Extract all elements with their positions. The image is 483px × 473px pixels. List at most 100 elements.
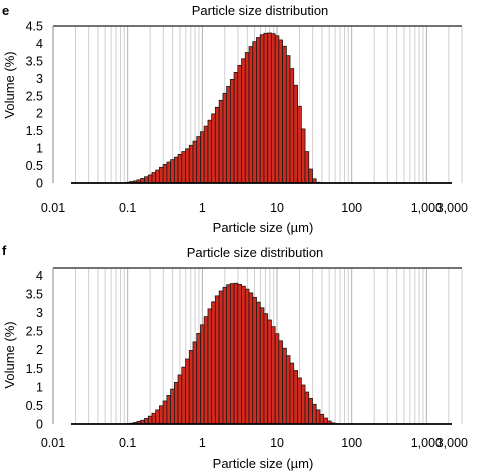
bar: [170, 388, 175, 425]
axes-e: [52, 25, 462, 184]
y-tick-label: 2: [36, 107, 43, 121]
bar: [155, 409, 160, 425]
bar: [282, 45, 287, 184]
bar: [315, 409, 321, 425]
bar: [226, 284, 231, 425]
bar: [278, 39, 283, 184]
y-tick-label: 0.5: [26, 159, 43, 173]
x-tick-label: 1,000: [411, 436, 442, 450]
bars-f: [125, 282, 340, 425]
bar: [248, 292, 254, 425]
x-tick-label: 1,000: [411, 201, 442, 215]
bar: [181, 366, 186, 425]
bar: [308, 397, 313, 425]
bar: [192, 341, 198, 425]
y-tick-label: 2.5: [26, 325, 43, 339]
bar: [237, 283, 242, 425]
x-tick-label: 0.1: [119, 436, 136, 450]
bar: [319, 413, 325, 425]
y-tick-label: 0: [36, 177, 43, 191]
bar: [173, 381, 179, 425]
bar: [304, 151, 310, 184]
x-tick-label: 0.01: [41, 436, 65, 450]
y-axis-label-e: Volume (%): [2, 51, 17, 118]
bar: [151, 172, 157, 184]
bar: [173, 156, 179, 184]
bar: [147, 415, 153, 425]
bar: [159, 405, 164, 425]
chart-title-f: Particle size distribution: [187, 245, 324, 260]
bar: [293, 370, 298, 425]
bar: [211, 301, 216, 425]
bar: [185, 358, 190, 425]
bar: [312, 403, 317, 425]
y-tick-label: 4: [36, 37, 43, 51]
panel-label-f: f: [2, 243, 7, 258]
bar: [274, 333, 280, 425]
x-axis-label-e: Particle size (µm): [213, 220, 314, 235]
x-tick-label: 1: [199, 201, 206, 215]
bar: [144, 176, 149, 184]
bar: [218, 99, 224, 184]
bar: [289, 68, 295, 184]
bar: [170, 159, 175, 184]
bar: [244, 52, 250, 184]
bar: [181, 151, 186, 184]
bar: [263, 313, 269, 425]
bar: [218, 290, 224, 425]
bar: [285, 55, 291, 184]
bar: [259, 307, 265, 425]
bar: [263, 32, 269, 184]
bar: [207, 308, 213, 425]
bar: [278, 340, 283, 425]
x-tick-label: 10: [270, 201, 284, 215]
y-tick-label: 1: [36, 142, 43, 156]
bar: [229, 78, 235, 184]
bar: [200, 324, 205, 425]
bar: [222, 92, 228, 184]
bar: [297, 377, 302, 425]
bar: [166, 394, 172, 425]
bar: [196, 136, 201, 184]
x-tick-label: 10: [270, 436, 284, 450]
y-tick-label: 3.5: [26, 288, 43, 302]
y-ticks-f: 0 0.5 1 1.5 2 2.5 3 3.5 4: [26, 269, 43, 432]
bars-e: [125, 32, 321, 184]
y-ticks-e: 0 0.5 1 1.5 2 2.5 3 3.5 4 4.5: [26, 20, 43, 191]
x-tick-label: 0.1: [119, 201, 136, 215]
x-tick-label: 100: [341, 436, 362, 450]
bar: [241, 285, 246, 425]
bar: [267, 32, 272, 184]
axes-f: [52, 267, 462, 425]
bar: [188, 350, 194, 425]
bar: [207, 119, 213, 184]
bar: [256, 37, 261, 184]
bar: [188, 144, 194, 184]
bar: [222, 286, 228, 425]
bar: [211, 113, 216, 184]
bar: [214, 106, 220, 184]
y-tick-label: 2.5: [26, 89, 43, 103]
y-tick-label: 2: [36, 343, 43, 357]
bar: [147, 174, 153, 184]
bar: [297, 105, 302, 184]
bar: [308, 168, 313, 184]
bar: [159, 166, 164, 184]
bar: [282, 347, 287, 425]
bar: [162, 164, 168, 184]
bar: [233, 282, 239, 425]
y-axis-label-f: Volume (%): [2, 321, 17, 388]
y-tick-label: 3: [36, 72, 43, 86]
chart-panel-e: e Particle size distribution 0.01 0.1 1 10 1…: [2, 3, 468, 235]
bar: [252, 41, 257, 184]
bar: [162, 400, 168, 425]
bar: [252, 296, 257, 425]
bar: [192, 140, 198, 184]
bar: [248, 46, 254, 184]
y-tick-label: 1: [36, 380, 43, 394]
panel-label-e: e: [2, 3, 9, 18]
x-tick-label: 100: [341, 201, 362, 215]
bar: [271, 33, 276, 184]
